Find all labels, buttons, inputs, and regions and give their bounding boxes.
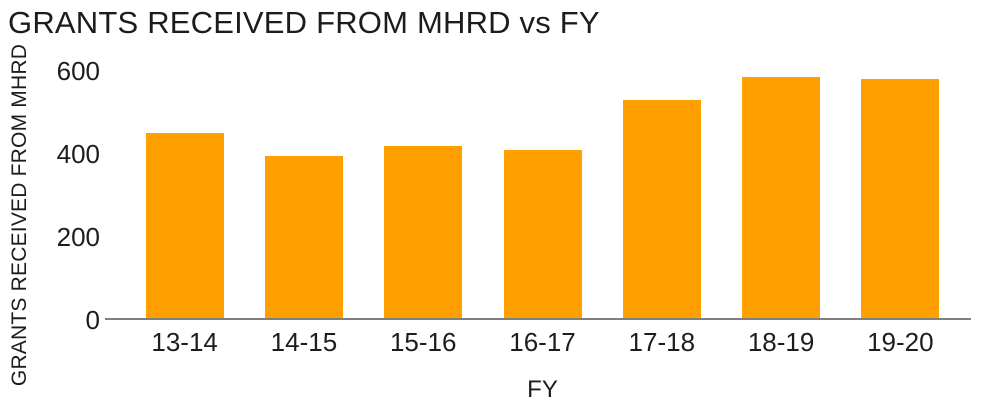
bar <box>145 133 224 320</box>
x-tick-label: 16-17 <box>509 327 576 357</box>
bar <box>861 79 940 320</box>
x-tick-label: 13-14 <box>151 327 218 357</box>
y-tick-label: 400 <box>56 139 100 169</box>
plot-area <box>125 71 960 320</box>
y-tick-label: 200 <box>56 222 100 252</box>
x-tick-label: 15-16 <box>389 327 457 357</box>
y-tick-label: 600 <box>56 56 100 86</box>
x-tick-label: 18-19 <box>747 327 815 357</box>
bar <box>742 77 821 320</box>
chart-title: GRANTS RECEIVED FROM MHRD vs FY <box>8 5 600 40</box>
bar <box>264 156 343 320</box>
x-tick-label: 19-20 <box>867 327 934 357</box>
x-tick-label: 17-18 <box>628 327 696 357</box>
x-axis-title: FY <box>527 376 558 403</box>
bar <box>503 149 582 320</box>
x-axis-line <box>105 318 971 320</box>
bar <box>384 145 463 320</box>
y-tick-label: 0 <box>85 305 100 335</box>
bar <box>622 100 701 320</box>
x-tick-label: 14-15 <box>270 327 338 357</box>
